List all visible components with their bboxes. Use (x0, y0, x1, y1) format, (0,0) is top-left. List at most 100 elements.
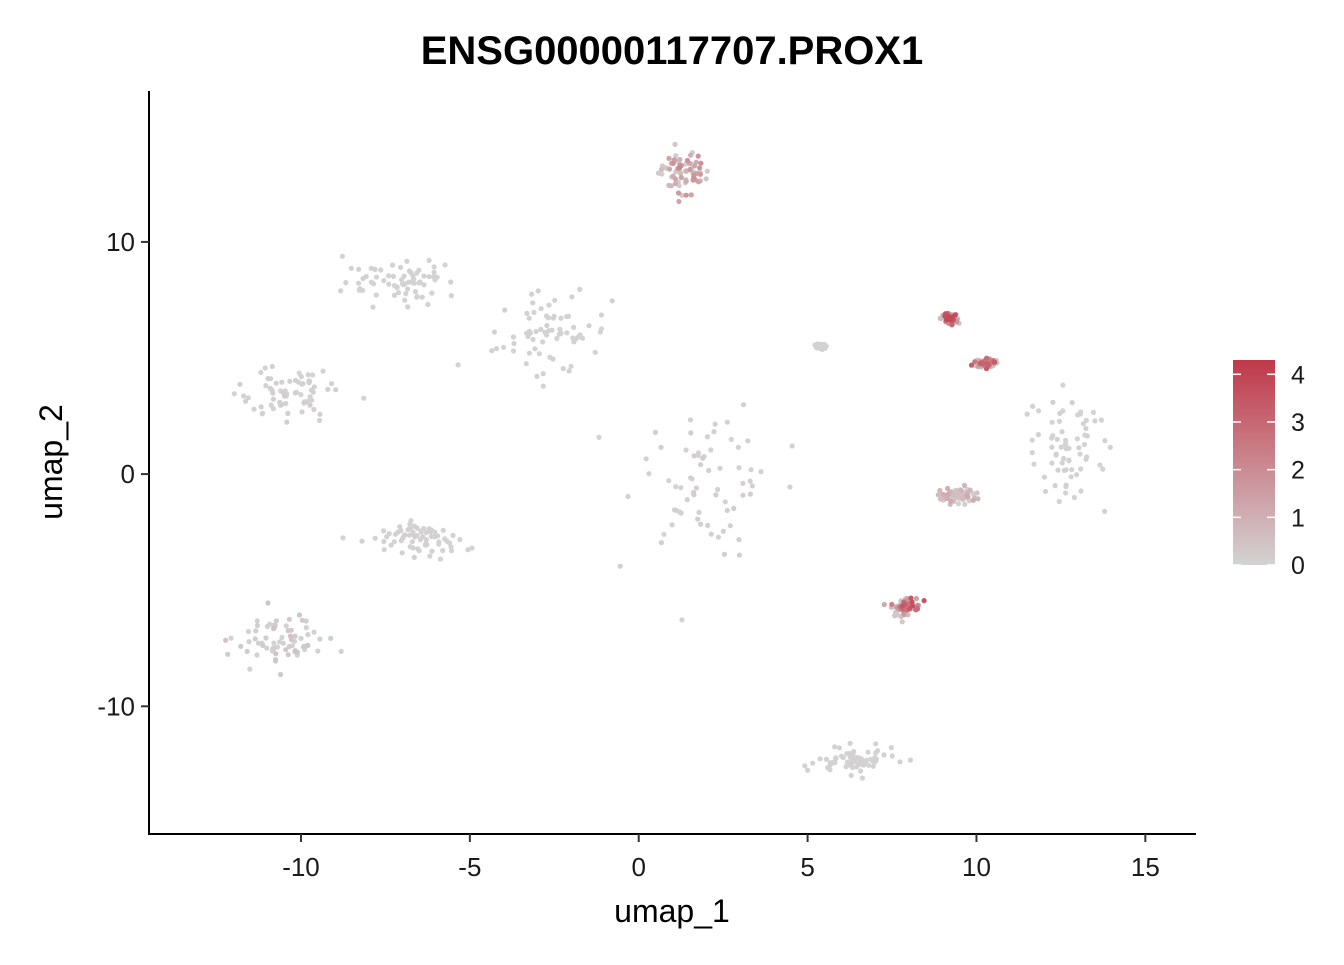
cell-point (493, 346, 500, 352)
colorbar-tick-label: 0 (1291, 552, 1305, 580)
cell-point (688, 430, 694, 436)
cell-point (311, 406, 317, 413)
cell-point (402, 297, 408, 303)
cell-point (401, 273, 407, 279)
cell-point (1098, 417, 1104, 423)
cell-point (1042, 488, 1049, 495)
colorbar-tick-label: 3 (1291, 409, 1305, 437)
cell-point (1061, 467, 1067, 473)
cell-point (370, 304, 376, 310)
cell-point (271, 625, 277, 631)
cell-point (372, 266, 378, 272)
cell-point (676, 165, 683, 171)
cell-point (945, 491, 951, 497)
cell-point (857, 768, 864, 774)
cell-point (978, 360, 984, 366)
cell-point (1049, 435, 1055, 441)
cell-point (286, 616, 292, 622)
cell-point (414, 293, 420, 300)
cell-point (1049, 444, 1055, 450)
cell-point (428, 533, 434, 540)
cell-point (691, 492, 697, 498)
cell-point (1083, 417, 1089, 423)
cell-point (658, 540, 665, 546)
cell-point (538, 326, 544, 332)
cell-point (1059, 460, 1065, 466)
cell-point (736, 552, 743, 558)
cell-point (683, 178, 689, 184)
cell-point (225, 651, 231, 657)
cell-point (540, 383, 546, 389)
cell-point (260, 410, 266, 416)
cell-point (286, 643, 292, 650)
cell-point (1056, 418, 1062, 424)
cell-point (533, 328, 539, 335)
cell-point (697, 171, 704, 177)
cell-point (1049, 460, 1055, 466)
cell-point (397, 524, 403, 530)
cell-point (715, 486, 721, 493)
cell-point (491, 329, 497, 335)
cell-point (427, 553, 433, 559)
cell-point (429, 290, 435, 296)
cell-point (678, 485, 684, 491)
y-tick-label: 10 (106, 227, 135, 257)
cell-point (406, 268, 412, 274)
cell-point (972, 359, 978, 365)
cell-point (310, 389, 316, 395)
cell-point (409, 539, 415, 545)
cell-point (421, 282, 427, 288)
cell-point (713, 492, 719, 498)
cell-point (361, 395, 367, 401)
cell-point (678, 175, 684, 181)
cell-point (285, 410, 291, 416)
cell-point (406, 526, 412, 532)
cell-point (625, 493, 631, 500)
cell-point (669, 522, 675, 528)
cell-point (247, 666, 253, 672)
cell-point (1074, 436, 1080, 442)
cell-point (391, 292, 398, 298)
cell-point (646, 471, 652, 477)
cell-point (396, 290, 402, 296)
cell-point (404, 258, 410, 264)
cell-point (271, 646, 277, 652)
cell-point (881, 601, 887, 608)
cell-point (416, 280, 422, 286)
cell-point (1107, 444, 1113, 450)
cell-point (411, 280, 417, 286)
cell-point (847, 740, 853, 747)
cell-point (305, 632, 311, 638)
cell-point (1050, 399, 1056, 405)
cell-point (340, 535, 346, 541)
x-tick-label: 5 (800, 852, 814, 882)
cell-point (1097, 462, 1103, 468)
cell-point (265, 376, 271, 382)
cell-point (1102, 508, 1108, 514)
cell-point (749, 483, 756, 489)
cell-point (299, 409, 305, 415)
cell-point (550, 356, 556, 362)
cell-point (571, 324, 577, 330)
cell-point (670, 160, 676, 166)
chart-title: ENSG00000117707.PROX1 (421, 29, 924, 73)
cell-point (311, 629, 317, 635)
cell-point (434, 274, 440, 280)
cell-point (556, 331, 562, 337)
cell-point (255, 640, 262, 646)
x-tick-label: 15 (1131, 852, 1160, 882)
cell-point (1083, 456, 1089, 462)
cell-point (691, 174, 697, 180)
cell-point (695, 452, 701, 459)
cell-point (688, 152, 694, 158)
cell-point (426, 274, 432, 280)
cell-point (872, 755, 878, 761)
cell-point (412, 289, 418, 295)
cell-point (306, 378, 313, 384)
cell-point (962, 501, 968, 507)
cell-point (359, 538, 365, 544)
cell-point (728, 436, 734, 442)
cell-point (609, 298, 615, 304)
y-tick-label: 0 (121, 459, 135, 489)
cell-point (846, 762, 852, 768)
